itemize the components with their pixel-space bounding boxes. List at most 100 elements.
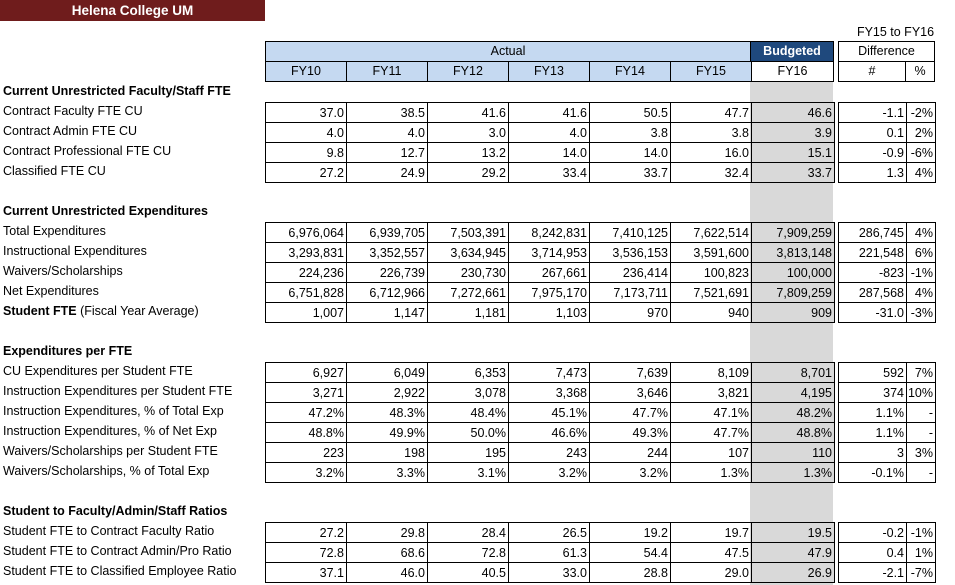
value-cell: 72.8 <box>265 542 347 563</box>
table-row: 9.8 12.7 13.2 14.0 14.0 16.0 15.1 <box>265 142 835 163</box>
row-label: Student FTE (Fiscal Year Average) <box>3 304 199 318</box>
value-cell: 8,109 <box>670 362 752 383</box>
value-cell: 1.3% <box>670 462 752 483</box>
difference-table: -1.1 -2% 0.1 2% -0.9 -6% 1.3 4% <box>838 102 936 183</box>
table-row: 4.0 4.0 3.0 4.0 3.8 3.8 3.9 <box>265 122 835 143</box>
row-label: Waivers/Scholarships, % of Total Exp <box>3 464 210 478</box>
diff-pct-cell: -1% <box>906 522 936 543</box>
value-cell: 100,000 <box>751 262 835 283</box>
value-cell: 72.8 <box>427 542 509 563</box>
row-label: Instruction Expenditures, % of Net Exp <box>3 424 217 438</box>
value-cell: 3.2% <box>265 462 347 483</box>
value-cell: 7,975,170 <box>508 282 590 303</box>
value-cell: 3.8 <box>670 122 752 143</box>
value-cell: 3.8 <box>589 122 671 143</box>
value-cell: 970 <box>589 302 671 323</box>
diff-pct-cell: - <box>906 402 936 423</box>
value-cell: 198 <box>346 442 428 463</box>
value-cell: 33.4 <box>508 162 590 183</box>
value-cell: 3,646 <box>589 382 671 403</box>
diff-pct-cell: - <box>906 422 936 443</box>
table-row: -31.0 -3% <box>838 302 936 323</box>
value-cell: 68.6 <box>346 542 428 563</box>
value-cell: 47.1% <box>670 402 752 423</box>
value-cell: 29.2 <box>427 162 509 183</box>
year-header-fy15: FY15 <box>670 61 752 82</box>
value-cell: 110 <box>751 442 835 463</box>
table-row: 27.2 29.8 28.4 26.5 19.2 19.7 19.5 <box>265 522 835 543</box>
section-title: Student to Faculty/Admin/Staff Ratios <box>3 504 228 518</box>
value-cell: 1,147 <box>346 302 428 323</box>
actual-header: Actual <box>265 41 751 62</box>
value-cell: 6,976,064 <box>265 222 347 243</box>
difference-table: 286,745 4% 221,548 6% -823 -1% 287,568 4% -31.0-… <box>838 222 936 323</box>
value-cell: 3.1% <box>427 462 509 483</box>
table-row: -1.1 -2% <box>838 102 936 123</box>
value-cell: 4.0 <box>265 122 347 143</box>
value-cell: 3,536,153 <box>589 242 671 263</box>
budgeted-header: Budgeted <box>750 41 834 62</box>
row-label: Net Expenditures <box>3 284 99 298</box>
diff-num-cell: 287,568 <box>838 282 907 303</box>
value-cell: 15.1 <box>751 142 835 163</box>
row-label: Waivers/Scholarships <box>3 264 123 278</box>
value-cell: 47.7 <box>670 102 752 123</box>
table-row: 72.8 68.6 72.8 61.3 54.4 47.5 47.9 <box>265 542 835 563</box>
year-header-fy11: FY11 <box>346 61 428 82</box>
values-table: 6,976,064 6,939,705 7,503,391 8,242,831 7,41… <box>265 222 835 323</box>
value-cell: 244 <box>589 442 671 463</box>
diff-pct-cell: -3% <box>906 302 936 323</box>
value-cell: 223 <box>265 442 347 463</box>
value-cell: 3,821 <box>670 382 752 403</box>
table-row: 37.0 38.5 41.6 41.6 50.5 47.7 46.6 <box>265 102 835 123</box>
value-cell: 3.9 <box>751 122 835 143</box>
value-cell: 7,622,514 <box>670 222 752 243</box>
table-row: -0.2 -1% <box>838 522 936 543</box>
value-cell: 19.5 <box>751 522 835 543</box>
value-cell: 230,730 <box>427 262 509 283</box>
row-label: Classified FTE CU <box>3 164 106 178</box>
table-row: 286,745 4% <box>838 222 936 243</box>
value-cell: 3.0 <box>427 122 509 143</box>
value-cell: 7,272,661 <box>427 282 509 303</box>
value-cell: 224,236 <box>265 262 347 283</box>
diff-num-header: # <box>838 61 906 82</box>
diff-num-cell: 286,745 <box>838 222 907 243</box>
value-cell: 3,634,945 <box>427 242 509 263</box>
value-cell: 33.7 <box>589 162 671 183</box>
value-cell: 47.2% <box>265 402 347 423</box>
value-cell: 27.2 <box>265 522 347 543</box>
table-row: 0.1 2% <box>838 122 936 143</box>
value-cell: 1,103 <box>508 302 590 323</box>
table-row: 27.2 24.9 29.2 33.4 33.7 32.4 33.7 <box>265 162 835 183</box>
value-cell: 47.7% <box>670 422 752 443</box>
value-cell: 54.4 <box>589 542 671 563</box>
diff-num-cell: -823 <box>838 262 907 283</box>
table-row: 37.1 46.0 40.5 33.0 28.8 29.0 26.9 <box>265 562 835 583</box>
diff-pct-cell: - <box>906 462 936 483</box>
diff-pct-cell: -7% <box>906 562 936 583</box>
value-cell: 107 <box>670 442 752 463</box>
table-row: 287,568 4% <box>838 282 936 303</box>
value-cell: 48.2% <box>751 402 835 423</box>
value-cell: 3,271 <box>265 382 347 403</box>
diff-num-cell: 592 <box>838 362 907 383</box>
section-title: Current Unrestricted Expenditures <box>3 204 208 218</box>
value-cell: 3,813,148 <box>751 242 835 263</box>
value-cell: 6,353 <box>427 362 509 383</box>
value-cell: 909 <box>751 302 835 323</box>
row-label: Total Expenditures <box>3 224 106 238</box>
value-cell: 40.5 <box>427 562 509 583</box>
value-cell: 4.0 <box>346 122 428 143</box>
value-cell: 243 <box>508 442 590 463</box>
table-row: 3.2% 3.3% 3.1% 3.2% 3.2% 1.3% 1.3% <box>265 462 835 483</box>
table-row: 6,927 6,049 6,353 7,473 7,639 8,109 8,701 <box>265 362 835 383</box>
value-cell: 6,049 <box>346 362 428 383</box>
value-cell: 50.5 <box>589 102 671 123</box>
value-cell: 33.7 <box>751 162 835 183</box>
diff-num-cell: 221,548 <box>838 242 907 263</box>
value-cell: 3.2% <box>508 462 590 483</box>
diff-pct-cell: 1% <box>906 542 936 563</box>
value-cell: 48.8% <box>265 422 347 443</box>
value-cell: 37.1 <box>265 562 347 583</box>
